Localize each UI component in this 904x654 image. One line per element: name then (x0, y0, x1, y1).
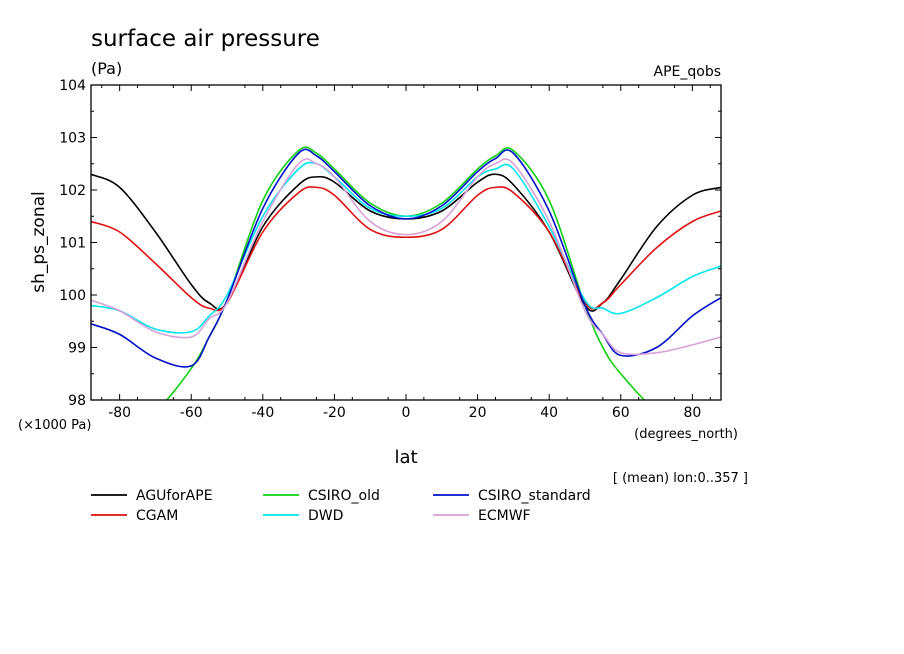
x-tick-label: -60 (180, 405, 203, 421)
series-line-cgam (91, 186, 721, 312)
legend: AGUforAPE CGAM CSIRO_old DWD CSIRO_standard E… (91, 488, 591, 524)
series-line-csiro-standard (91, 148, 721, 368)
series-lines (91, 146, 721, 400)
x-tick-label: 80 (683, 405, 701, 421)
y-scale-label: (×1000 Pa) (18, 418, 91, 433)
series-line-ecmwf (91, 158, 721, 356)
experiment-label: APE_qobs (654, 64, 722, 80)
units-label: (Pa) (91, 59, 122, 78)
x-tick-label: 20 (469, 405, 487, 421)
series-line-dwd (91, 161, 721, 334)
x-tick-label: 40 (540, 405, 558, 421)
legend-label-csiro-standard: CSIRO_standard (478, 488, 591, 504)
y-tick-label: 102 (59, 183, 86, 199)
axis-ticks: -80 -60 -40 -20 0 20 40 60 80 98 99 100 101 102 103 104 (59, 78, 721, 421)
legend-label-csiro-old: CSIRO_old (308, 488, 380, 504)
chart-title: surface air pressure (91, 26, 320, 52)
y-axis-title: sh_ps_zonal (29, 191, 49, 293)
y-tick-label: 103 (59, 131, 86, 147)
x-tick-label: -40 (251, 405, 274, 421)
series-line-csiro-old (165, 146, 646, 400)
plot-frame (90, 84, 722, 401)
x-tick-label: 60 (612, 405, 630, 421)
y-tick-label: 104 (59, 78, 86, 94)
series-line-aguforape (91, 173, 721, 312)
y-tick-label: 98 (68, 393, 86, 409)
averaging-note: [ (mean) lon:0..357 ] (613, 471, 748, 486)
x-tick-label: -80 (108, 405, 131, 421)
x-tick-label: -20 (323, 405, 346, 421)
legend-label-ecmwf: ECMWF (478, 508, 531, 524)
x-tick-label: 0 (402, 405, 411, 421)
x-unit-label: (degrees_north) (634, 427, 738, 442)
y-tick-label: 100 (59, 288, 86, 304)
y-tick-label: 101 (59, 236, 86, 252)
legend-label-aguforape: AGUforAPE (136, 488, 213, 504)
x-axis-title: lat (394, 447, 417, 468)
legend-label-dwd: DWD (308, 508, 343, 524)
y-tick-label: 99 (68, 341, 86, 357)
legend-label-cgam: CGAM (136, 508, 178, 524)
